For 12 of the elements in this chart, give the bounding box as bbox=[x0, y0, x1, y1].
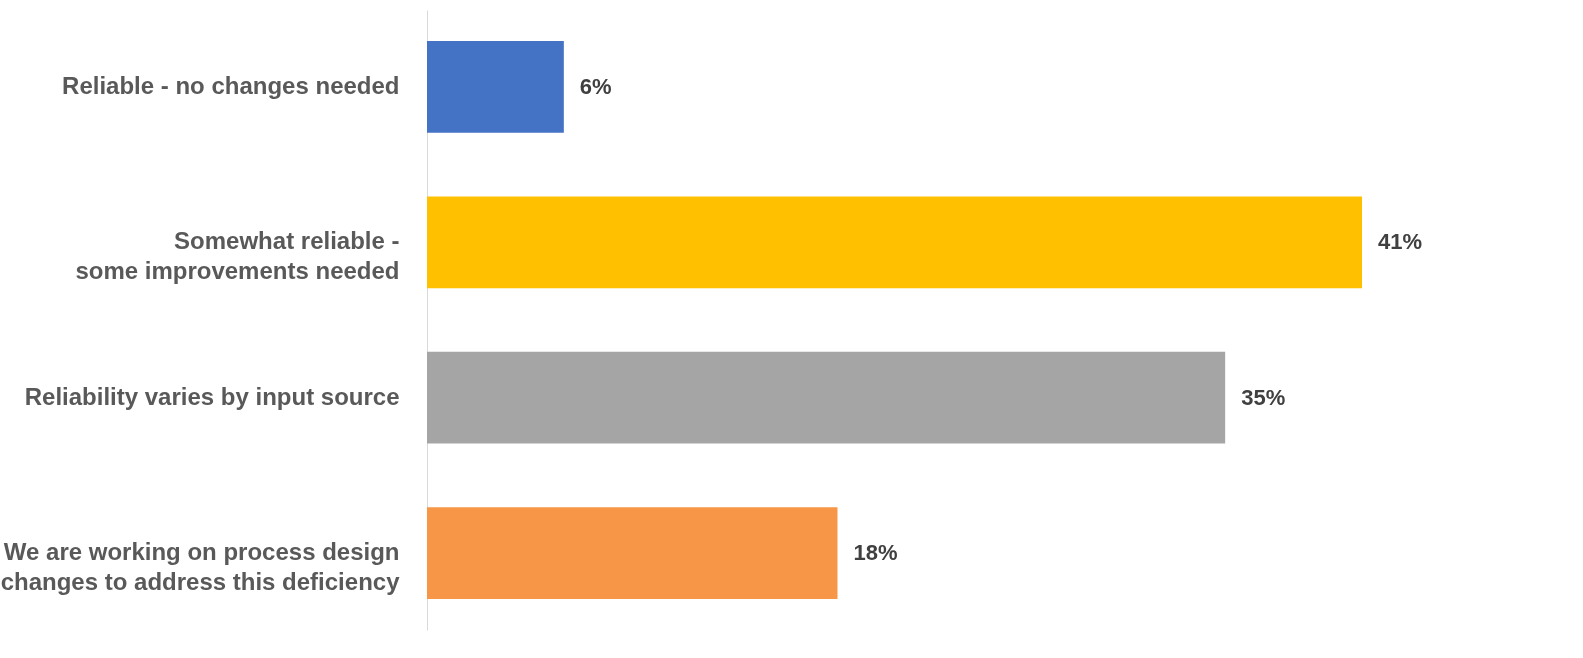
y-tick-label: Reliable - no changes needed bbox=[62, 71, 400, 99]
y-tick-label: Somewhat reliable - some improvements needed bbox=[75, 227, 400, 285]
data-label: 35% bbox=[1241, 384, 1286, 410]
bar bbox=[427, 351, 1226, 444]
data-label: 6% bbox=[579, 73, 612, 99]
bar bbox=[427, 507, 838, 599]
y-tick-label: Reliability varies by input source bbox=[24, 382, 400, 410]
data-label: 18% bbox=[853, 540, 898, 566]
y-tick-label: We are working on process design changes to address this deficiency bbox=[0, 538, 401, 596]
data-label: 41% bbox=[1378, 229, 1423, 255]
bar bbox=[427, 196, 1362, 289]
bar bbox=[427, 41, 564, 133]
